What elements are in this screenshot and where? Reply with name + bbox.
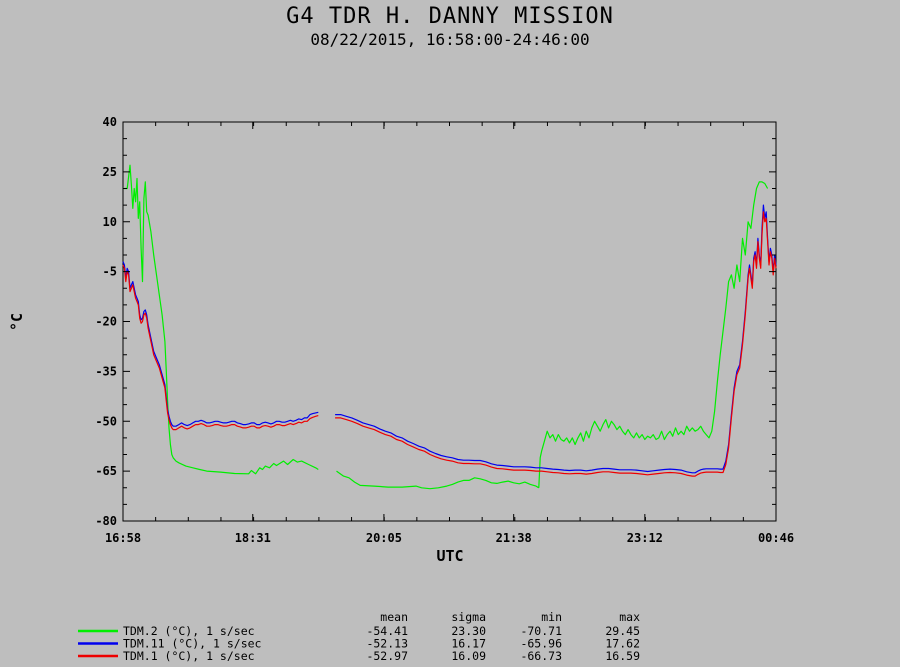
y-tick-label: 40 (103, 115, 117, 129)
stats-header-mean: mean (380, 610, 408, 624)
y-tick-label: 25 (103, 165, 117, 179)
stats-value: 16.59 (605, 649, 640, 663)
stats-header-max: max (619, 610, 640, 624)
stats-value: -52.13 (366, 637, 408, 651)
legend-label: TDM.11 (°C), 1 s/sec (123, 637, 261, 651)
y-tick-label: -80 (95, 514, 117, 528)
x-tick-label: 20:05 (366, 531, 402, 545)
series-line-1-segment-2 (336, 470, 540, 490)
chart-title: G4 TDR H. DANNY MISSION (286, 4, 614, 29)
stats-value: -54.41 (366, 624, 408, 638)
stats-header-sigma: sigma (451, 610, 486, 624)
stats-value: -65.96 (520, 637, 562, 651)
x-tick-label: 16:58 (105, 531, 141, 545)
x-axis-label: UTC (436, 547, 463, 565)
stats-value: 23.30 (451, 624, 486, 638)
series-line-1-segment-1 (123, 164, 319, 475)
stats-value: 16.09 (451, 649, 486, 663)
chart-subtitle: 08/22/2015, 16:58:00-24:46:00 (310, 30, 590, 49)
stats-value: -52.97 (366, 649, 408, 663)
series-line-2-segment-1 (122, 261, 319, 427)
x-tick-label: 21:38 (496, 531, 532, 545)
stats-value: 29.45 (605, 624, 640, 638)
stats-value: 16.17 (451, 637, 486, 651)
x-tick-label: 00:46 (758, 531, 794, 545)
y-tick-label: 10 (103, 215, 117, 229)
y-axis-label: °C (8, 313, 26, 331)
y-tick-label: -50 (95, 414, 117, 428)
stats-value: 17.62 (605, 637, 640, 651)
y-tick-label: -5 (103, 265, 117, 279)
legend-label: TDM.1 (°C), 1 s/sec (123, 649, 255, 663)
stats-header-min: min (541, 610, 562, 624)
series-line-3-segment-2 (335, 211, 777, 477)
y-tick-label: -20 (95, 315, 117, 329)
plot-frame (122, 121, 777, 522)
x-tick-label: 23:12 (627, 531, 663, 545)
series-line-1-segment-3 (538, 181, 769, 488)
y-tick-label: -65 (95, 464, 117, 478)
legend-label: TDM.2 (°C), 1 s/sec (123, 624, 255, 638)
stats-value: -66.73 (520, 649, 562, 663)
series-line-3-segment-1 (122, 264, 319, 431)
x-tick-label: 18:31 (235, 531, 271, 545)
stats-value: -70.71 (520, 624, 562, 638)
y-tick-label: -35 (95, 364, 117, 378)
